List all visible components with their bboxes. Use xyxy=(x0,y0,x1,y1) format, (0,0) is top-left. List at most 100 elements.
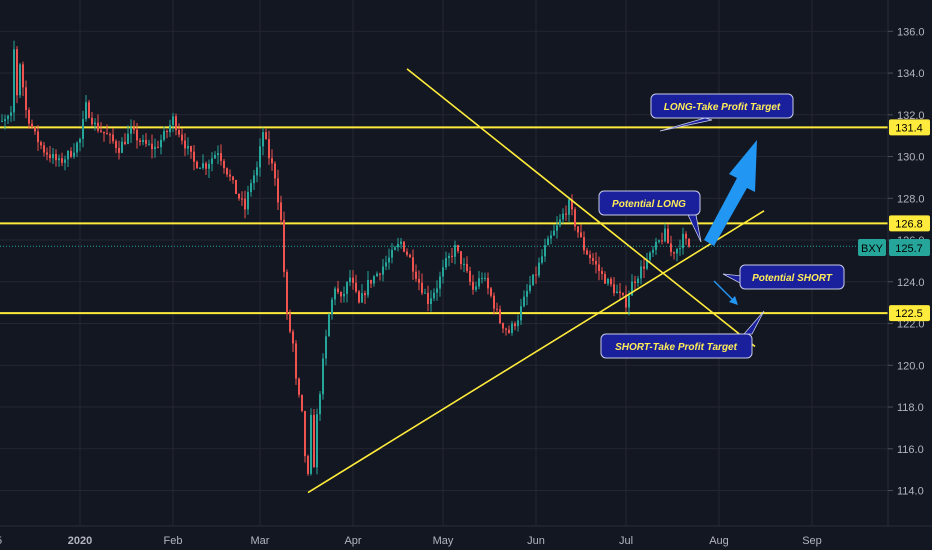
candle-body xyxy=(304,410,306,457)
candle-body xyxy=(346,282,348,294)
candle-body xyxy=(484,277,486,279)
candle-body xyxy=(583,237,585,251)
candle-body xyxy=(208,163,210,169)
candle-body xyxy=(25,87,27,111)
candle-body xyxy=(601,271,603,274)
candle-body xyxy=(598,264,600,272)
candle-body xyxy=(160,139,162,148)
candle-body xyxy=(514,323,516,327)
candle-body xyxy=(34,127,36,132)
candle-body xyxy=(580,232,582,238)
level-tag-box xyxy=(889,305,930,322)
candle-body xyxy=(340,291,342,297)
candle-body xyxy=(619,291,621,294)
candlesticks xyxy=(1,40,690,476)
candle-body xyxy=(511,323,513,333)
candle-body xyxy=(79,138,81,143)
candle-body xyxy=(58,158,60,161)
candle-body xyxy=(616,291,618,294)
candle-body xyxy=(262,132,264,147)
time-axis[interactable]: 5 2020 Feb Mar Apr May Jun Jul Aug Sep xyxy=(0,525,932,547)
candle-body xyxy=(640,266,642,279)
candle-body xyxy=(289,313,291,332)
candle-body xyxy=(430,298,432,304)
candle-body xyxy=(367,280,369,296)
time-tick-label: Apr xyxy=(344,535,361,547)
candle-body xyxy=(685,233,687,239)
price-tick-label: 120.0 xyxy=(897,360,925,372)
candle-body xyxy=(307,456,309,474)
candle-body xyxy=(652,249,654,253)
candle-body xyxy=(655,241,657,250)
candle-body xyxy=(37,131,39,143)
time-tick-label: 5 xyxy=(0,535,2,547)
candle-body xyxy=(343,293,345,297)
annotation-box xyxy=(598,190,701,216)
annotation-long-tp[interactable]: LONG-Take Profit Target xyxy=(650,93,794,132)
symbol-tag-box xyxy=(858,239,886,256)
candle-body xyxy=(277,178,279,203)
time-tick-label: Feb xyxy=(164,535,183,547)
candle-body xyxy=(475,286,477,290)
candle-body xyxy=(556,225,558,231)
time-tick-label: 2020 xyxy=(68,535,92,547)
candle-body xyxy=(253,175,255,184)
level-tag-label: 122.5 xyxy=(895,308,923,320)
candle-body xyxy=(94,122,96,125)
candle-body xyxy=(421,282,423,294)
annotation-potential-short-text: Potential SHORT xyxy=(752,273,833,284)
candle-body xyxy=(355,282,357,292)
candle-body xyxy=(157,146,159,148)
candle-body xyxy=(517,320,519,327)
candle-body xyxy=(403,241,405,252)
annotation-pointer xyxy=(659,117,713,132)
annotation-potential-long[interactable]: Potential LONG xyxy=(598,190,702,243)
candle-body xyxy=(352,277,354,283)
candle-body xyxy=(211,158,213,164)
candle-body xyxy=(610,278,612,285)
candle-body xyxy=(439,276,441,289)
candle-body xyxy=(454,245,456,257)
candle-body xyxy=(376,273,378,277)
candle-body xyxy=(118,147,120,153)
price-tick-label: 130.0 xyxy=(897,152,925,164)
candle-body xyxy=(634,281,636,284)
candle-body xyxy=(538,262,540,276)
candle-body xyxy=(139,140,141,142)
candle-body xyxy=(28,110,30,124)
candle-body xyxy=(97,122,99,131)
candle-body xyxy=(271,158,273,164)
arrows xyxy=(704,140,757,305)
candle-body xyxy=(247,192,249,210)
annotation-potential-short[interactable]: Potential SHORT xyxy=(722,264,845,290)
annotation-box xyxy=(650,93,794,119)
symbol-tag: BXY 125.7 xyxy=(858,239,930,256)
candle-body xyxy=(70,151,72,157)
candle-body xyxy=(175,116,177,131)
short-arrow-head-icon xyxy=(729,296,738,305)
last-price: 125.7 xyxy=(895,243,923,255)
candle-body xyxy=(73,152,75,157)
candle-body xyxy=(574,209,576,227)
candle-body xyxy=(325,336,327,359)
candle-body xyxy=(433,292,435,299)
candle-body xyxy=(61,158,63,163)
price-tick-label: 132.0 xyxy=(897,110,925,122)
candle-body xyxy=(448,255,450,259)
candle-body xyxy=(385,262,387,267)
candle-body xyxy=(172,116,174,126)
candle-body xyxy=(64,159,66,163)
price-tick-label: 128.0 xyxy=(897,193,925,205)
candle-body xyxy=(643,266,645,269)
price-axis[interactable]: 136.0134.0132.0130.0128.0126.0124.0122.0… xyxy=(858,0,930,526)
annotation-short-tp[interactable]: SHORT-Take Profit Target xyxy=(600,310,765,359)
candle-body xyxy=(154,146,156,150)
candle-body xyxy=(436,288,438,293)
candle-body xyxy=(226,168,228,175)
candle-body xyxy=(520,306,522,321)
candle-body xyxy=(562,213,564,220)
candle-body xyxy=(178,130,180,135)
candle-body xyxy=(1,120,3,122)
candle-body xyxy=(148,143,150,145)
